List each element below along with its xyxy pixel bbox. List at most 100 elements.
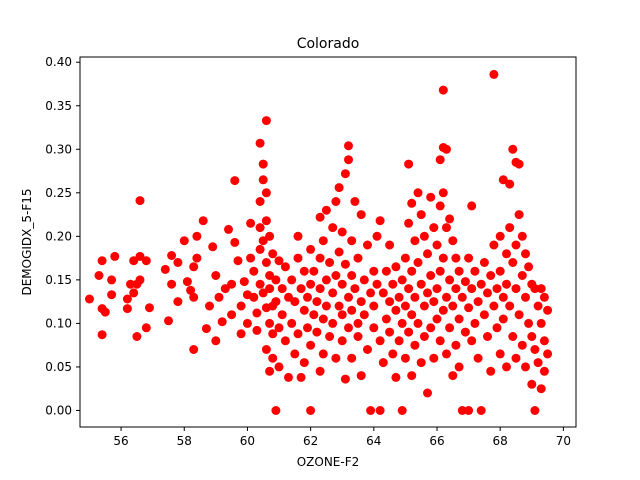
data-point (334, 183, 344, 193)
data-point (129, 288, 139, 298)
data-point (435, 155, 445, 165)
data-point (321, 205, 331, 215)
data-point (201, 324, 211, 334)
data-point (539, 366, 549, 376)
data-point (505, 179, 515, 189)
data-point (265, 231, 275, 241)
data-point (192, 231, 202, 241)
data-point (473, 353, 483, 363)
data-point (315, 253, 325, 263)
data-point (448, 371, 458, 381)
data-point (189, 345, 199, 354)
data-point (502, 362, 511, 372)
data-point (438, 188, 448, 198)
data-point (189, 292, 199, 302)
y-tick-label: 0.15 (45, 273, 72, 287)
data-point (331, 197, 341, 206)
data-point (476, 279, 486, 289)
data-point (344, 292, 353, 302)
data-point (375, 216, 385, 226)
data-point (328, 223, 338, 233)
data-point (198, 216, 208, 226)
y-axis-label: DEMOGIDX_5-F15 (20, 188, 34, 295)
data-point (457, 406, 467, 415)
data-point (391, 305, 401, 315)
data-point (410, 340, 420, 350)
data-point (284, 292, 293, 302)
data-point (353, 332, 363, 341)
data-point (483, 288, 492, 298)
data-point (236, 301, 246, 311)
data-point (277, 284, 287, 294)
data-point (486, 366, 496, 376)
y-tick-label: 0.20 (45, 229, 72, 243)
data-point (318, 349, 328, 359)
data-point (404, 327, 414, 337)
data-point (416, 358, 426, 368)
data-point (369, 266, 379, 276)
data-point (460, 327, 470, 337)
data-point (451, 340, 461, 350)
data-point (258, 159, 268, 169)
data-point (274, 323, 284, 333)
data-point (325, 332, 335, 341)
data-point (258, 236, 268, 246)
data-point (122, 304, 132, 314)
data-point (369, 301, 379, 311)
data-point (514, 210, 524, 220)
data-point (258, 175, 268, 185)
data-point (533, 358, 543, 368)
data-point (160, 264, 170, 274)
data-point (271, 275, 281, 285)
data-point (230, 176, 240, 186)
data-point (141, 256, 151, 266)
data-point (442, 144, 451, 154)
data-point (479, 310, 489, 320)
data-point (372, 231, 382, 241)
data-point (486, 271, 496, 280)
data-point (400, 253, 410, 263)
data-point (318, 236, 328, 246)
data-point (306, 406, 316, 415)
data-point (508, 332, 518, 341)
data-point (347, 271, 357, 280)
data-point (410, 292, 420, 302)
data-point (432, 240, 442, 250)
data-point (404, 159, 414, 169)
data-point (429, 353, 439, 363)
data-point (265, 284, 275, 294)
data-point (303, 323, 312, 333)
data-point (366, 406, 376, 415)
data-point (337, 227, 347, 237)
y-tick-label: 0.10 (45, 316, 72, 330)
data-point (359, 310, 369, 320)
data-point (536, 384, 546, 394)
plot-frame (79, 56, 577, 428)
data-point (536, 318, 546, 328)
data-point (423, 288, 432, 298)
data-point (492, 323, 502, 333)
data-point (347, 353, 357, 363)
data-point (454, 266, 464, 276)
data-point (378, 288, 388, 298)
data-point (255, 223, 265, 233)
data-point (299, 358, 309, 368)
data-point (498, 314, 508, 324)
data-point (416, 210, 426, 220)
data-point (135, 275, 145, 285)
data-point (261, 345, 271, 354)
data-point (287, 318, 297, 328)
data-point (242, 318, 252, 328)
data-point (205, 301, 214, 311)
data-point (416, 279, 426, 289)
data-point (407, 310, 417, 320)
data-point (457, 292, 467, 302)
data-point (391, 262, 401, 272)
data-point (328, 288, 338, 298)
data-point (265, 318, 275, 328)
data-point (495, 266, 505, 276)
data-point (492, 284, 502, 294)
data-point (502, 249, 511, 259)
data-point (274, 256, 284, 266)
data-point (498, 175, 508, 185)
